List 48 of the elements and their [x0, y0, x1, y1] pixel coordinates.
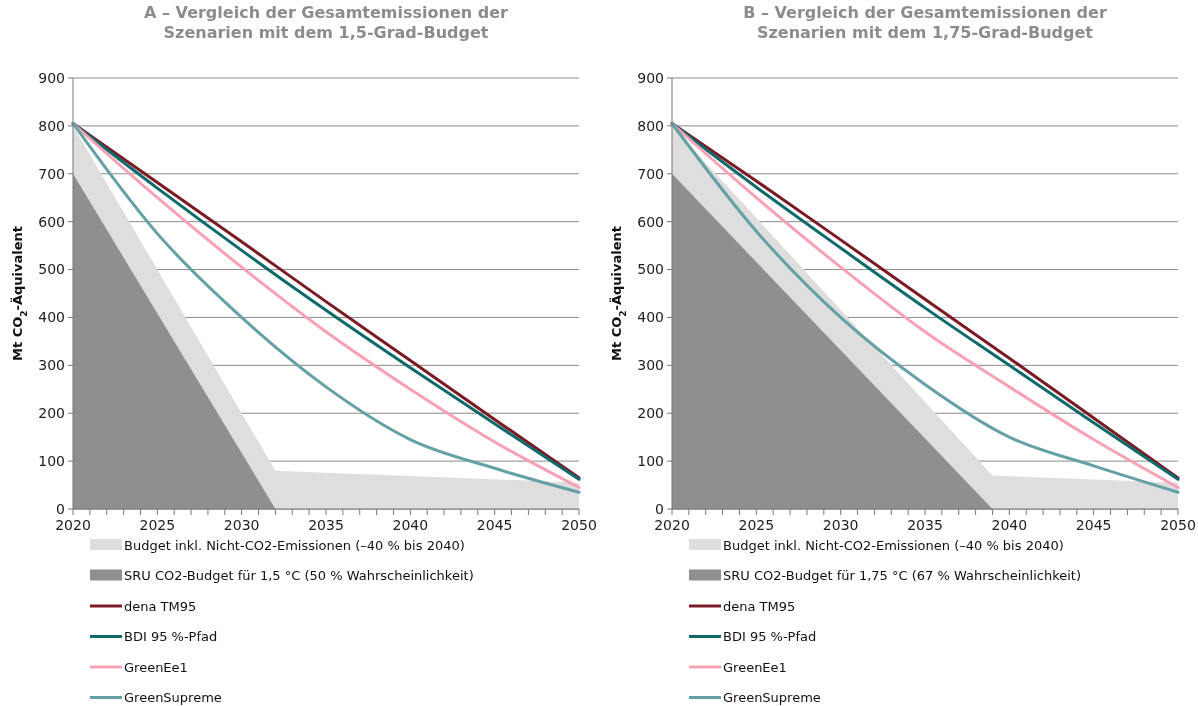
legend-label: BDI 95 %-Pfad — [723, 629, 817, 645]
x-tick-label: 2040 — [991, 517, 1028, 533]
legend-label: Budget inkl. Nicht-CO2-Emissionen (–40 % bis 2040) — [124, 537, 465, 553]
y-tick-label: 600 — [637, 213, 664, 230]
x-tick-label: 2025 — [738, 517, 775, 533]
y-tick-label: 0 — [56, 500, 65, 517]
legend-label: SRU CO2-Budget für 1,75 °C (67 % Wahrscheinlichkeit) — [723, 568, 1081, 584]
y-tick-label: 100 — [38, 453, 65, 470]
x-tick-label: 2040 — [392, 517, 429, 533]
y-tick-label: 0 — [655, 500, 664, 517]
y-tick-label: 400 — [637, 309, 664, 326]
legend-label: BDI 95 %-Pfad — [124, 629, 218, 645]
x-tick-label: 2020 — [654, 517, 690, 533]
x-tick-label: 2020 — [55, 517, 91, 533]
chart-title: B – Vergleich der Gesamtemissionen der Szenarien mit dem 1,75-Grad-Budget — [743, 3, 1107, 42]
legend-label: Budget inkl. Nicht-CO2-Emissionen (–40 % bis 2040) — [723, 537, 1064, 553]
y-tick-label: 800 — [637, 117, 664, 134]
x-tick-label: 2045 — [476, 517, 513, 533]
x-tick-label: 2050 — [561, 517, 597, 533]
y-tick-label: 300 — [38, 357, 65, 374]
y-tick-label: 500 — [637, 261, 664, 278]
x-tick-label: 2030 — [223, 517, 260, 533]
y-tick-label: 100 — [637, 453, 664, 470]
y-tick-label: 900 — [637, 69, 664, 86]
legend-label: dena TM95 — [124, 598, 197, 614]
y-tick-label: 300 — [637, 357, 664, 374]
legend-label: GreenSupreme — [124, 690, 222, 706]
y-tick-label: 700 — [637, 165, 664, 182]
x-tick-label: 2045 — [1075, 517, 1112, 533]
x-tick-label: 2030 — [822, 517, 859, 533]
legend-label: GreenEe1 — [723, 659, 787, 675]
x-tick-label: 2035 — [907, 517, 943, 533]
x-tick-label: 2025 — [139, 517, 176, 533]
legend-label: SRU CO2-Budget für 1,5 °C (50 % Wahrscheinlichkeit) — [124, 568, 474, 584]
y-tick-label: 200 — [637, 405, 664, 422]
legend-label: GreenSupreme — [723, 690, 821, 706]
y-tick-label: 400 — [38, 309, 65, 326]
y-tick-label: 600 — [38, 213, 65, 230]
y-tick-label: 200 — [38, 405, 65, 422]
legend-label: dena TM95 — [723, 598, 796, 614]
legend-label: GreenEe1 — [124, 659, 188, 675]
y-tick-label: 700 — [38, 165, 65, 182]
chart-title: A – Vergleich der Gesamtemissionen der Szenarien mit dem 1,5-Grad-Budget — [144, 3, 509, 42]
y-tick-label: 500 — [38, 261, 65, 278]
y-tick-label: 900 — [38, 69, 65, 86]
x-tick-label: 2035 — [308, 517, 344, 533]
y-tick-label: 800 — [38, 117, 65, 134]
x-tick-label: 2050 — [1160, 517, 1196, 533]
